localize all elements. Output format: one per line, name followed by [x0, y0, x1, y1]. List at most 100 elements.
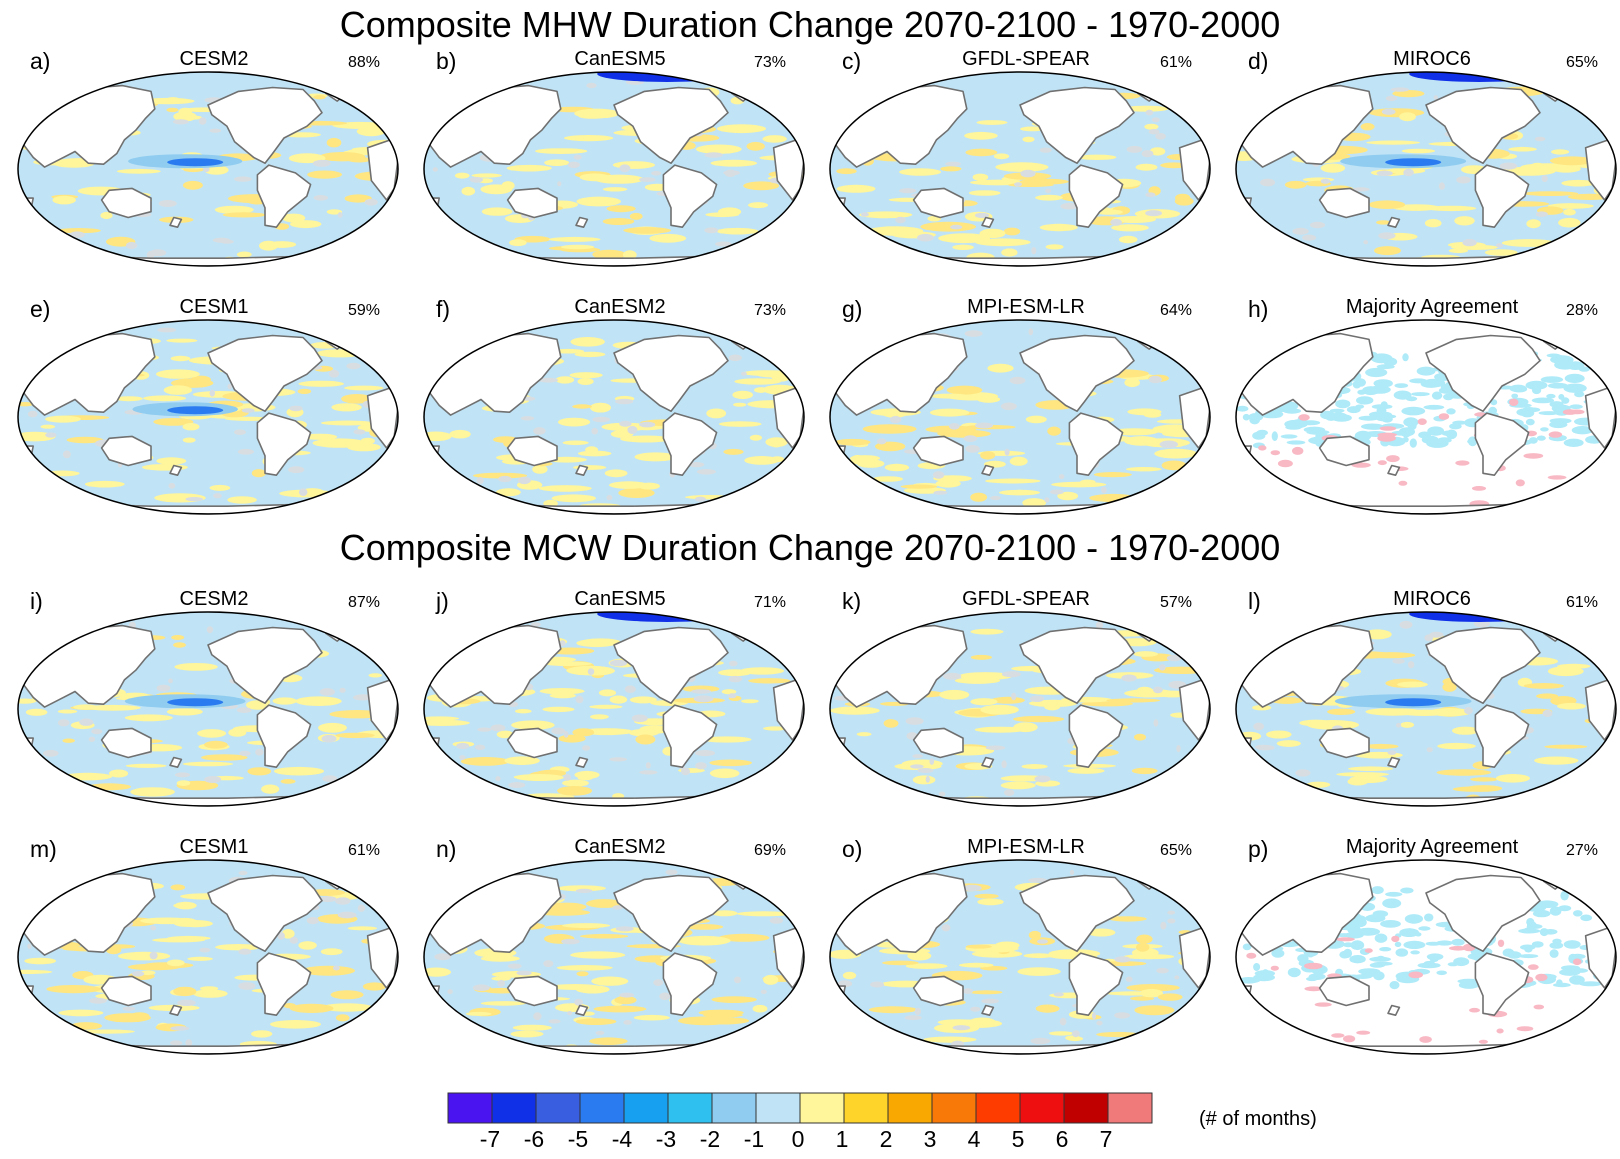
- colorbar: [447, 1092, 1153, 1124]
- world-map: [1235, 319, 1617, 515]
- world-map: [17, 859, 399, 1055]
- colorbar-swatch: [711, 1092, 757, 1124]
- world-map: [1235, 71, 1617, 267]
- panel-percent: 73%: [754, 302, 787, 319]
- panel-letter: o): [842, 836, 863, 862]
- panel-model-name: CESM1: [179, 296, 249, 318]
- panel-model-name: MPI-ESM-LR: [967, 296, 1085, 318]
- colorbar-swatch: [843, 1092, 889, 1124]
- map-panel: n) CanESM2 69%: [414, 836, 805, 1076]
- colorbar-tick-label: 4: [967, 1126, 981, 1152]
- panel-model-name: CanESM2: [574, 836, 666, 858]
- panel-percent: 59%: [348, 302, 381, 319]
- panel-model-name: Majority Agreement: [1345, 296, 1519, 318]
- panel-model-name: CESM1: [179, 836, 249, 858]
- colorbar-tick-label: -3: [655, 1126, 677, 1152]
- panel-model-name: CanESM5: [574, 48, 666, 70]
- panel-model-name: GFDL-SPEAR: [962, 588, 1090, 610]
- panel-letter: k): [842, 588, 862, 614]
- map-panel: g) MPI-ESM-LR 64%: [820, 296, 1211, 536]
- panel-model-name: CanESM5: [574, 588, 666, 610]
- colorbar-tick-label: 6: [1055, 1126, 1069, 1152]
- panel-percent: 61%: [348, 842, 381, 859]
- map-panel: k) GFDL-SPEAR 57%: [820, 588, 1211, 828]
- world-map: [17, 71, 399, 267]
- panel-letter: j): [436, 588, 449, 614]
- colorbar-swatch: [1019, 1092, 1065, 1124]
- colorbar-swatch: [535, 1092, 581, 1124]
- colorbar-swatch: [623, 1092, 669, 1124]
- panel-letter: d): [1248, 48, 1269, 74]
- map-panel: b) CanESM5 73%: [414, 48, 805, 288]
- panel-letter: i): [30, 588, 43, 614]
- colorbar-tick-label: 7: [1099, 1126, 1113, 1152]
- panel-model-name: MPI-ESM-LR: [967, 836, 1085, 858]
- panel-letter: m): [30, 836, 57, 862]
- panel-percent: 61%: [1160, 54, 1193, 71]
- world-map: [829, 71, 1211, 267]
- colorbar-swatch: [579, 1092, 625, 1124]
- colorbar-swatch: [491, 1092, 537, 1124]
- colorbar-swatch: [755, 1092, 801, 1124]
- panel-letter: c): [842, 48, 862, 74]
- panel-percent: 88%: [348, 54, 381, 71]
- panel-percent: 71%: [754, 594, 787, 611]
- map-panel: p) Majority Agreement 27%: [1226, 836, 1617, 1076]
- panel-percent: 27%: [1566, 842, 1599, 859]
- colorbar-swatch: [799, 1092, 845, 1124]
- panel-model-name: CESM2: [179, 588, 249, 610]
- panel-letter: b): [436, 48, 457, 74]
- world-map: [17, 319, 399, 515]
- map-panel: i) CESM2 87%: [8, 588, 399, 828]
- world-map: [423, 71, 805, 267]
- world-map: [423, 859, 805, 1055]
- panel-letter: l): [1248, 588, 1261, 614]
- colorbar-tick-label: -7: [479, 1126, 501, 1152]
- colorbar-swatch: [1063, 1092, 1109, 1124]
- panel-letter: n): [436, 836, 457, 862]
- colorbar-tick-label: -5: [567, 1126, 589, 1152]
- panel-model-name: MIROC6: [1393, 48, 1471, 70]
- colorbar-tick-label: 5: [1011, 1126, 1025, 1152]
- map-panel: l) MIROC6 61%: [1226, 588, 1617, 828]
- world-map: [829, 611, 1211, 807]
- panel-model-name: GFDL-SPEAR: [962, 48, 1090, 70]
- panel-letter: e): [30, 296, 51, 322]
- map-panel: d) MIROC6 65%: [1226, 48, 1617, 288]
- map-panel: m) CESM1 61%: [8, 836, 399, 1076]
- map-panel: f) CanESM2 73%: [414, 296, 805, 536]
- colorbar-tick-label: 1: [835, 1126, 849, 1152]
- panel-percent: 28%: [1566, 302, 1599, 319]
- world-map: [17, 611, 399, 807]
- panel-letter: p): [1248, 836, 1269, 862]
- panel-model-name: CESM2: [179, 48, 249, 70]
- panel-percent: 65%: [1566, 54, 1599, 71]
- map-panel: c) GFDL-SPEAR 61%: [820, 48, 1211, 288]
- panel-percent: 69%: [754, 842, 787, 859]
- map-panel: j) CanESM5 71%: [414, 588, 805, 828]
- mcw-title: Composite MCW Duration Change 2070-2100 …: [339, 527, 1281, 568]
- colorbar-swatch: [667, 1092, 713, 1124]
- map-panel: e) CESM1 59%: [8, 296, 399, 536]
- panel-model-name: CanESM2: [574, 296, 666, 318]
- panel-model-name: MIROC6: [1393, 588, 1471, 610]
- colorbar-tick-label: 3: [923, 1126, 937, 1152]
- colorbar-swatch: [447, 1092, 493, 1124]
- world-map: [423, 319, 805, 515]
- panel-percent: 65%: [1160, 842, 1193, 859]
- world-map: [1235, 611, 1617, 807]
- colorbar-tick-label: -1: [743, 1126, 765, 1152]
- map-panel: h) Majority Agreement 28%: [1226, 296, 1617, 536]
- map-panel: o) MPI-ESM-LR 65%: [820, 836, 1211, 1076]
- panel-letter: g): [842, 296, 863, 322]
- panel-letter: h): [1248, 296, 1269, 322]
- panel-letter: f): [436, 296, 451, 322]
- world-map: [423, 611, 805, 807]
- panel-percent: 61%: [1566, 594, 1599, 611]
- panel-percent: 87%: [348, 594, 381, 611]
- world-map: [829, 859, 1211, 1055]
- map-panel: a) CESM2 88%: [8, 48, 399, 288]
- mhw-title: Composite MHW Duration Change 2070-2100 …: [339, 4, 1281, 45]
- colorbar-tick-label: -6: [523, 1126, 545, 1152]
- colorbar-swatch: [1107, 1092, 1153, 1124]
